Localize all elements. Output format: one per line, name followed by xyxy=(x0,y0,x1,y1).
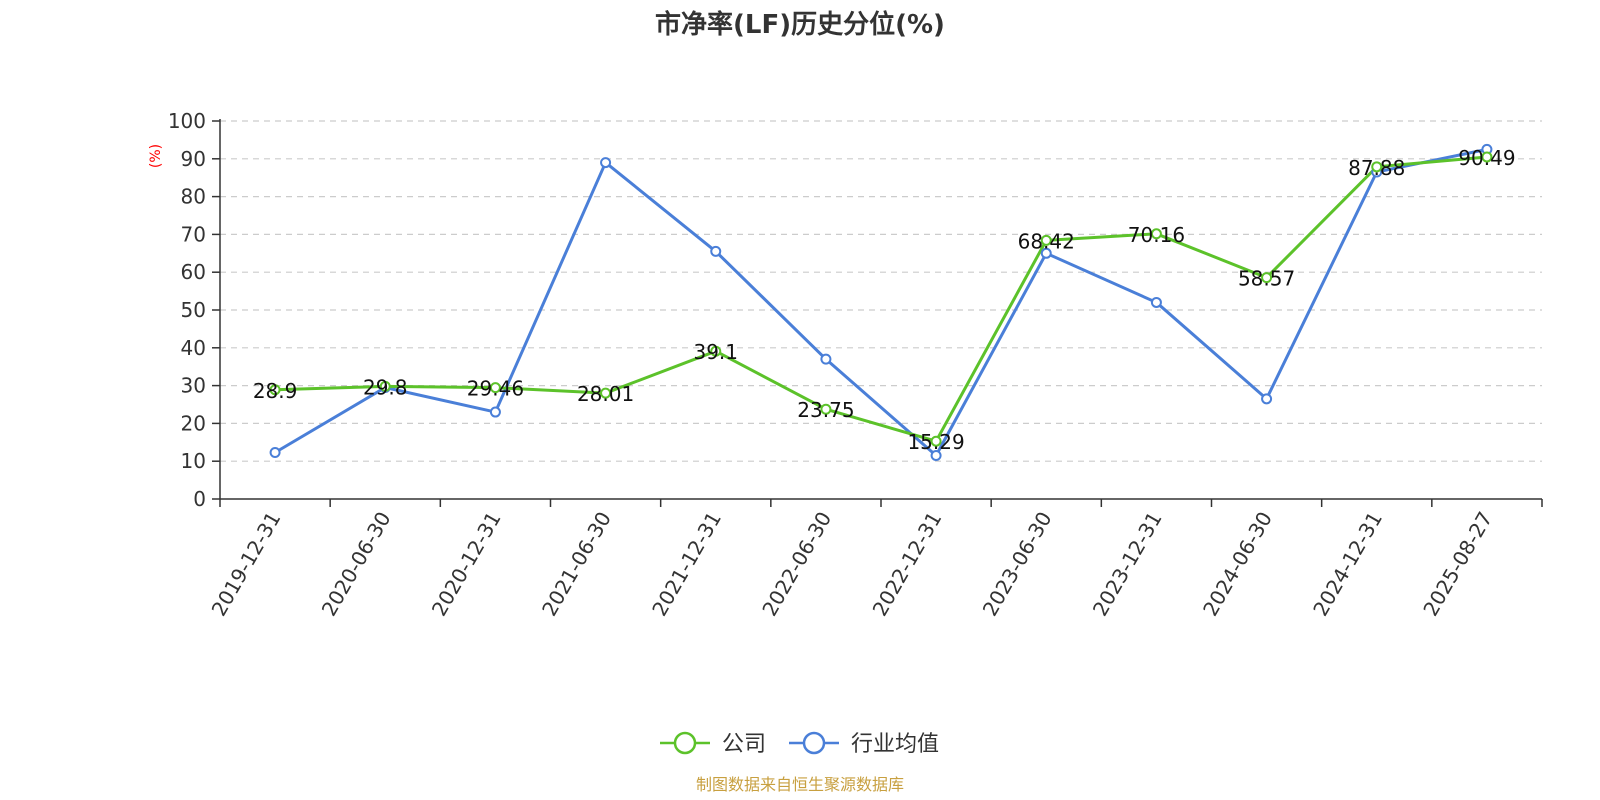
y-tick-label: 0 xyxy=(193,487,206,511)
x-tick-label: 2020-12-31 xyxy=(427,508,506,621)
series-point-1 xyxy=(1150,296,1162,308)
y-tick-label: 20 xyxy=(181,411,206,435)
data-label: 68.42 xyxy=(1018,229,1075,253)
data-label: 70.16 xyxy=(1128,223,1185,247)
data-label: 39.1 xyxy=(693,340,738,364)
legend-label: 行业均值 xyxy=(851,732,939,757)
y-tick-label: 60 xyxy=(181,260,206,284)
x-tick-label: 2022-12-31 xyxy=(868,508,947,621)
series-line-0 xyxy=(275,155,1488,443)
data-label: 15.29 xyxy=(907,430,964,454)
data-label: 87.88 xyxy=(1348,156,1405,180)
axes xyxy=(212,119,1543,507)
series-point-1 xyxy=(1261,393,1273,405)
data-label: 28.01 xyxy=(577,382,634,406)
series-point-0 xyxy=(1150,228,1162,240)
series-point-1 xyxy=(820,353,832,365)
y-tick-label: 80 xyxy=(181,185,206,209)
x-tick-label: 2022-06-30 xyxy=(757,508,836,621)
series-point-0 xyxy=(710,345,722,357)
series-point-0 xyxy=(1040,234,1052,246)
x-tick-label: 2023-06-30 xyxy=(978,508,1057,621)
series-point-1 xyxy=(710,245,722,257)
series-point-0 xyxy=(600,387,612,399)
legend-symbol xyxy=(673,731,697,755)
x-tick-label: 2021-06-30 xyxy=(537,508,616,621)
source-note: 制图数据来自恒生聚源数据库 xyxy=(696,775,904,794)
series-layer xyxy=(269,143,1493,462)
legend-symbol xyxy=(802,731,826,755)
y-axis-label: (%) xyxy=(148,144,164,168)
series-point-0 xyxy=(1481,151,1493,163)
series-point-0 xyxy=(269,384,281,396)
y-tick-label: 50 xyxy=(181,298,206,322)
x-tick-label: 2025-08-27 xyxy=(1418,508,1497,621)
data-label: 29.46 xyxy=(467,377,524,401)
data-label: 58.57 xyxy=(1238,267,1295,291)
series-point-1 xyxy=(600,157,612,169)
data-label: 29.8 xyxy=(363,375,408,399)
x-tick-label: 2019-12-31 xyxy=(207,508,286,621)
series-point-1 xyxy=(1040,247,1052,259)
x-tick-label: 2020-06-30 xyxy=(317,508,396,621)
x-tick-label: 2023-12-31 xyxy=(1088,508,1167,621)
y-tick-label: 40 xyxy=(181,336,206,360)
legend[interactable]: 公司 行业均值 xyxy=(660,731,939,757)
data-label: 23.75 xyxy=(797,398,854,422)
series-point-1 xyxy=(489,406,501,418)
grid-lines xyxy=(220,120,1542,462)
legend-item-1[interactable]: 行业均值 xyxy=(789,731,939,757)
y-ticks: 0 10 20 30 40 50 60 70 80 90 100 xyxy=(168,109,206,511)
y-tick-label: 10 xyxy=(181,449,206,473)
series-point-1 xyxy=(930,450,942,462)
series-point-0 xyxy=(489,382,501,394)
y-tick-label: 100 xyxy=(168,109,206,133)
data-label: 90.49 xyxy=(1458,146,1515,170)
legend-label: 公司 xyxy=(722,732,766,757)
y-tick-label: 30 xyxy=(181,374,206,398)
series-point-0 xyxy=(1261,272,1273,284)
chart-title: 市净率(LF)历史分位(%) xyxy=(655,9,945,40)
series-point-1 xyxy=(269,447,281,459)
x-tick-label: 2021-12-31 xyxy=(647,508,726,621)
series-point-0 xyxy=(820,403,832,415)
x-ticks: 2019-12-31 2020-06-30 2020-12-31 2021-06-30… xyxy=(207,508,1498,621)
series-line-1 xyxy=(274,147,1488,458)
x-tick-label: 2024-06-30 xyxy=(1198,508,1277,621)
series-point-0 xyxy=(379,380,391,392)
y-tick-label: 90 xyxy=(181,147,206,171)
y-tick-label: 70 xyxy=(181,222,206,246)
series-point-0 xyxy=(1371,161,1383,173)
series-point-0 xyxy=(930,435,942,447)
data-labels: 28.9 29.8 29.46 28.01 39.1 23.75 15.29 68.42 70.… xyxy=(253,146,1516,454)
legend-item-0[interactable]: 公司 xyxy=(660,731,766,757)
x-tick-label: 2024-12-31 xyxy=(1308,508,1387,621)
data-label: 28.9 xyxy=(253,379,298,403)
